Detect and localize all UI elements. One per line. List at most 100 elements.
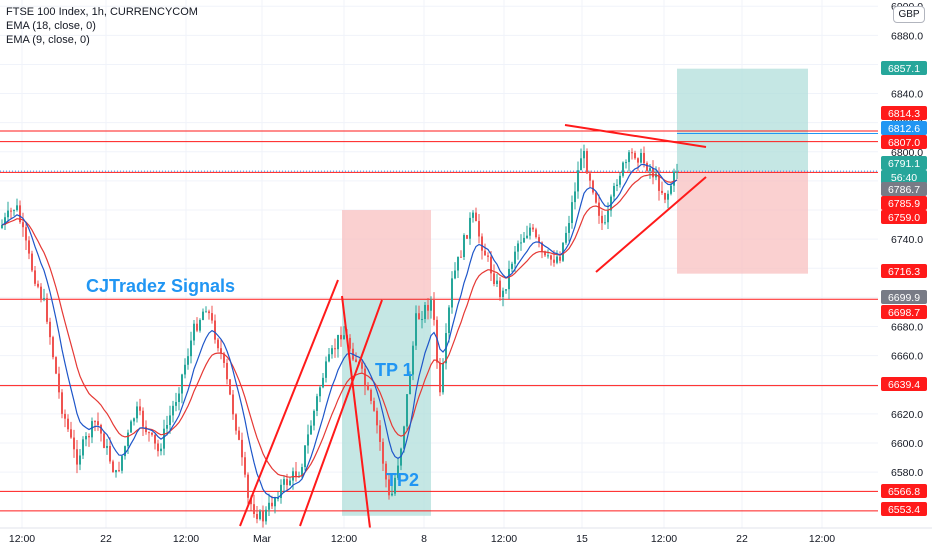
- candle-body: [253, 504, 255, 514]
- price-label-bg: [881, 502, 927, 516]
- candle-body: [91, 421, 93, 438]
- candle-body: [610, 196, 612, 211]
- trend-lines: [239, 124, 707, 529]
- candle-body: [325, 361, 327, 378]
- candle-body: [118, 470, 120, 472]
- candle-body: [268, 502, 270, 510]
- candle-body: [64, 413, 66, 419]
- candle-body: [514, 251, 516, 264]
- candle-body: [34, 270, 36, 284]
- y-tick-label: 6600.0: [891, 438, 923, 450]
- candle-body: [652, 168, 654, 178]
- price-label-bg: [881, 61, 927, 75]
- price-label: 6786.7: [888, 184, 920, 196]
- trade-zones: [342, 68, 808, 516]
- candle-body: [121, 456, 123, 471]
- candle-body: [508, 268, 510, 290]
- candle-body: [634, 152, 636, 159]
- y-tick-label: 6740.0: [891, 234, 923, 246]
- candle-body: [487, 255, 489, 257]
- candle-body: [280, 484, 282, 499]
- candle-body: [145, 426, 147, 433]
- candle-body: [451, 278, 453, 308]
- candle-body: [388, 479, 390, 496]
- candle-body: [334, 348, 336, 350]
- candle-body: [382, 441, 384, 464]
- candle-body: [220, 348, 222, 354]
- candle-body: [361, 362, 363, 369]
- y-tick-label: 6580.0: [891, 467, 923, 479]
- price-label-bg: [881, 121, 927, 135]
- position-target-zone: [677, 68, 808, 172]
- candle-body: [259, 511, 261, 520]
- candle-body: [226, 362, 228, 380]
- candle-body: [463, 235, 465, 258]
- candle-body: [649, 168, 651, 171]
- candle-body: [331, 348, 333, 355]
- candle-body: [385, 463, 387, 480]
- horizontal-levels: [0, 130, 878, 512]
- price-label: 6553.4: [888, 504, 920, 516]
- candle-body: [466, 235, 468, 239]
- currency-button[interactable]: GBP: [893, 6, 925, 23]
- candle-body: [151, 432, 153, 435]
- candle-body: [481, 236, 483, 251]
- candle-body: [646, 163, 648, 171]
- candle-body: [664, 192, 666, 200]
- candle-body: [589, 173, 591, 181]
- price-label-bg: [881, 156, 927, 170]
- candle-body: [607, 210, 609, 223]
- candle-body: [559, 256, 561, 261]
- candle-body: [172, 405, 174, 416]
- candle-body: [661, 190, 663, 193]
- tp2-label: TP2: [386, 470, 419, 490]
- candle-body: [631, 152, 633, 154]
- candle-body: [37, 283, 39, 287]
- candle-body: [52, 337, 54, 358]
- candle-body: [295, 471, 297, 478]
- candle-body: [667, 193, 669, 200]
- candle-body: [289, 480, 291, 486]
- candle-body: [292, 471, 294, 481]
- candle-body: [412, 345, 414, 375]
- candle-body: [55, 357, 57, 374]
- price-label: 6791.1: [888, 158, 920, 170]
- candle-body: [505, 289, 507, 291]
- candle-body: [43, 298, 45, 300]
- time-axis: 12:00 22 12:00 Mar 12:00 8 12:00 15 12:00 22 12:00: [0, 527, 932, 550]
- candle-body: [286, 479, 288, 486]
- candle-body: [574, 191, 576, 203]
- y-tick-label: 6680.0: [891, 322, 923, 334]
- candle-body: [343, 335, 345, 340]
- candle-body: [658, 173, 660, 191]
- candle-body: [301, 467, 303, 476]
- candle-body: [535, 229, 537, 238]
- candle-body: [460, 256, 462, 258]
- candle-body: [475, 212, 477, 222]
- candle-body: [202, 311, 204, 320]
- candle-body: [448, 307, 450, 334]
- candle-body: [520, 242, 522, 244]
- candle-body: [262, 511, 264, 522]
- candle-body: [523, 237, 525, 243]
- x-tick-label: 15: [576, 533, 588, 545]
- candle-body: [82, 439, 84, 456]
- candle-body: [97, 421, 99, 425]
- x-tick-label: 22: [100, 533, 112, 545]
- trend-line: [239, 279, 339, 527]
- candle-body: [205, 311, 207, 313]
- brand-label: CJTradez Signals: [86, 276, 235, 296]
- candle-body: [409, 374, 411, 395]
- position-stop-zone: [677, 171, 808, 274]
- candle-body: [187, 356, 189, 365]
- candle-body: [550, 255, 552, 260]
- candle-body: [424, 304, 426, 320]
- candle-body: [181, 374, 183, 394]
- candle-body: [16, 205, 18, 211]
- candle-body: [442, 363, 444, 393]
- candle-body: [208, 311, 210, 314]
- candle-body: [85, 436, 87, 440]
- candle-body: [406, 394, 408, 427]
- candle-body: [310, 425, 312, 435]
